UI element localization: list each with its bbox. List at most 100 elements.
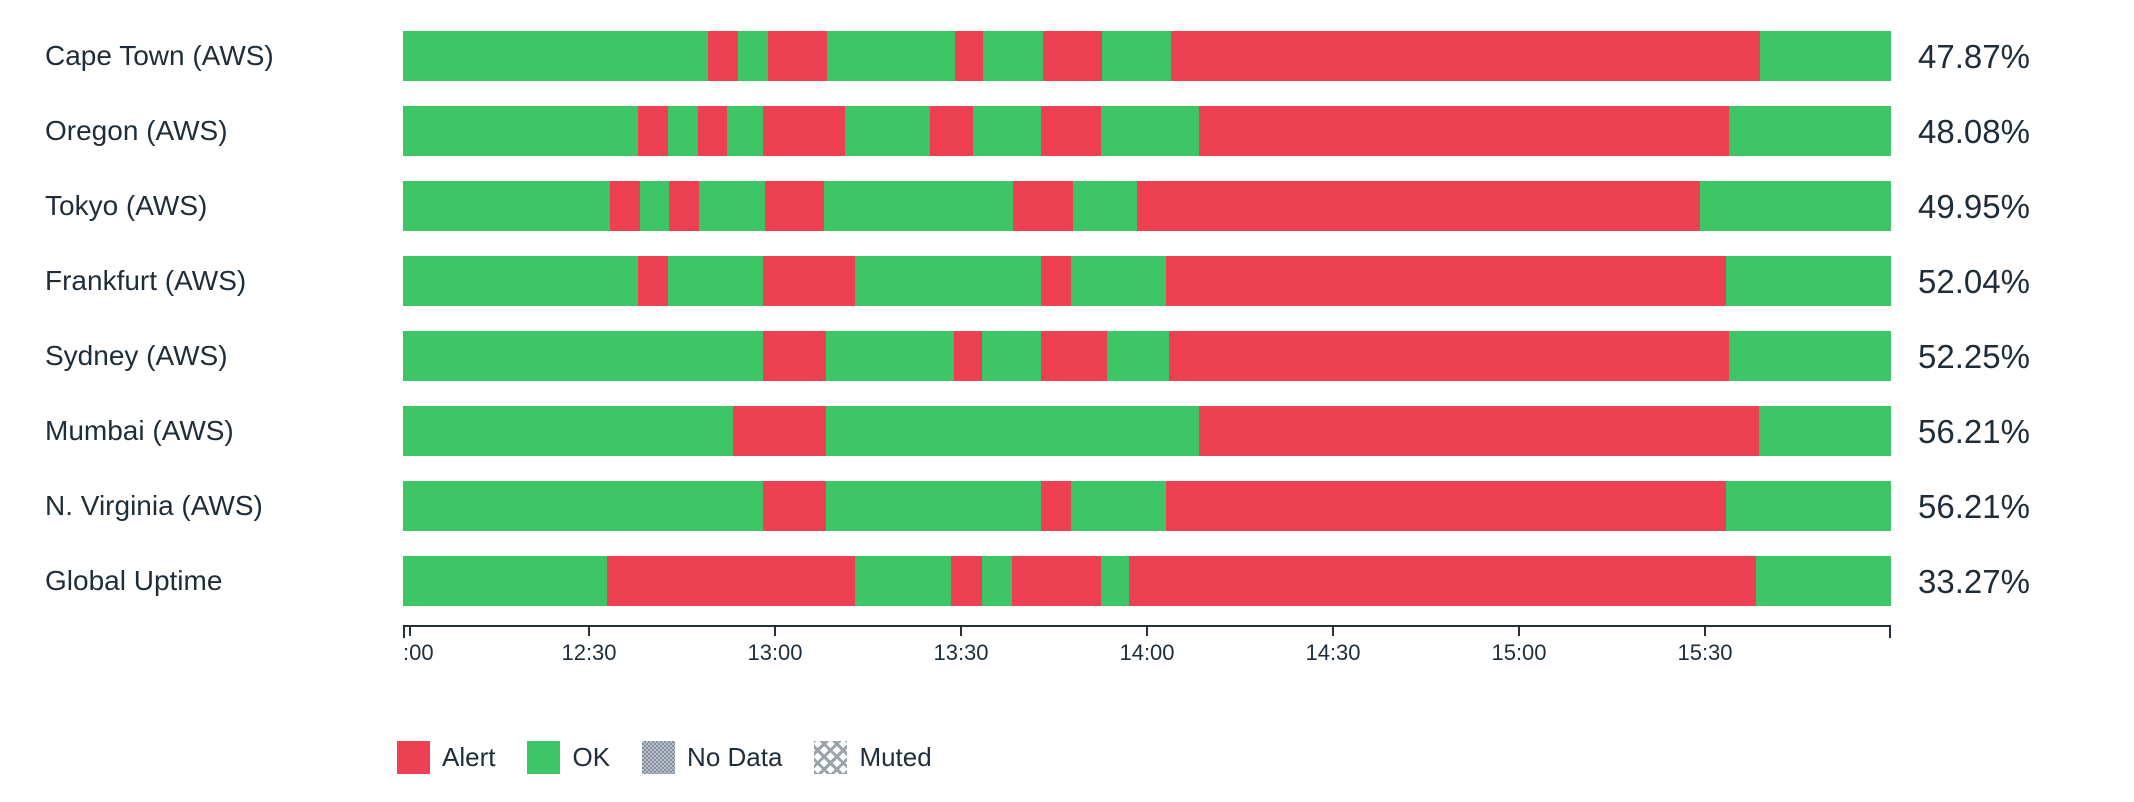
bar-segment-ok[interactable] <box>1728 106 1891 156</box>
bar-segment-ok[interactable] <box>1725 256 1891 306</box>
bar-segment-ok[interactable] <box>844 106 930 156</box>
bar-segment-ok[interactable] <box>1071 256 1167 306</box>
status-bar[interactable] <box>403 406 1891 456</box>
bar-segment-alert[interactable] <box>950 556 982 606</box>
bar-segment-ok[interactable] <box>1755 556 1891 606</box>
bar-segment-ok[interactable] <box>855 556 951 606</box>
bar-segment-ok[interactable] <box>1106 331 1170 381</box>
bar-segment-alert[interactable] <box>669 181 700 231</box>
legend-item-alert[interactable]: Alert <box>397 741 495 774</box>
bar-segment-alert[interactable] <box>763 106 845 156</box>
bar-segment-alert[interactable] <box>1198 106 1729 156</box>
bar-segment-ok[interactable] <box>403 556 607 606</box>
bar-segment-ok[interactable] <box>1071 481 1167 531</box>
bar-segment-alert[interactable] <box>1041 256 1072 306</box>
bar-segment-alert[interactable] <box>1199 406 1759 456</box>
bar-segment-ok[interactable] <box>639 181 670 231</box>
bar-segment-alert[interactable] <box>1013 181 1073 231</box>
status-bar[interactable] <box>403 181 1891 231</box>
legend-item-muted[interactable]: Muted <box>814 741 932 774</box>
bar-segment-ok[interactable] <box>983 31 1043 81</box>
bar-segment-alert[interactable] <box>606 556 856 606</box>
legend-item-no_data[interactable]: No Data <box>642 741 782 774</box>
bar-segment-alert[interactable] <box>1041 331 1107 381</box>
bar-segment-alert[interactable] <box>955 31 984 81</box>
bar-segment-ok[interactable] <box>825 331 954 381</box>
bar-segment-alert[interactable] <box>609 181 640 231</box>
axis-tick-label: 14:30 <box>1305 640 1361 665</box>
bar-segment-alert[interactable] <box>1042 31 1103 81</box>
legend-item-ok[interactable]: OK <box>527 741 610 774</box>
bar-segment-ok[interactable] <box>981 331 1042 381</box>
bar-segment-alert[interactable] <box>763 256 856 306</box>
bar-segment-alert[interactable] <box>638 256 668 306</box>
bar-segment-ok[interactable] <box>403 181 610 231</box>
bar-segment-alert[interactable] <box>1166 481 1726 531</box>
bar-segment-alert[interactable] <box>1170 31 1760 81</box>
bar-segment-alert[interactable] <box>764 181 825 231</box>
uptime-value: 48.08% <box>1918 112 2030 150</box>
status-bar[interactable] <box>403 31 1891 81</box>
bar-segment-alert[interactable] <box>1169 331 1729 381</box>
bar-segment-ok[interactable] <box>1728 331 1891 381</box>
status-bar[interactable] <box>403 556 1891 606</box>
bar-segment-ok[interactable] <box>1072 181 1137 231</box>
bar-segment-alert[interactable] <box>733 406 826 456</box>
bar-segment-ok[interactable] <box>825 406 1200 456</box>
bar-segment-alert[interactable] <box>638 106 668 156</box>
row-label: Tokyo (AWS) <box>45 190 208 221</box>
bar-segment-ok[interactable] <box>1725 481 1891 531</box>
bar-segment-alert[interactable] <box>1136 181 1701 231</box>
legend-label: OK <box>572 742 611 772</box>
bar-segment-alert[interactable] <box>929 106 973 156</box>
bar-segment-ok[interactable] <box>403 106 639 156</box>
bar-segment-ok[interactable] <box>1700 181 1891 231</box>
timeline-row: Oregon (AWS) 48.08% <box>0 106 2134 156</box>
bar-segment-ok[interactable] <box>403 256 639 306</box>
bar-segment-alert[interactable] <box>1166 256 1726 306</box>
bar-segment-alert[interactable] <box>708 31 738 81</box>
row-label: Oregon (AWS) <box>45 115 228 146</box>
status-timeline-chart: Cape Town (AWS) 47.87% Oregon (AWS) 48.08% T… <box>0 31 2134 665</box>
bar-segment-ok[interactable] <box>972 106 1042 156</box>
bar-segment-ok[interactable] <box>727 106 764 156</box>
status-bar[interactable] <box>403 331 1891 381</box>
bar-segment-ok[interactable] <box>1100 556 1130 606</box>
status-bar[interactable] <box>403 481 1891 531</box>
bar-segment-ok[interactable] <box>981 556 1012 606</box>
status-bar[interactable] <box>403 256 1891 306</box>
bar-segment-ok[interactable] <box>667 106 698 156</box>
bar-segment-ok[interactable] <box>824 181 1014 231</box>
bar-segment-ok[interactable] <box>855 256 1042 306</box>
bar-segment-alert[interactable] <box>1041 481 1072 531</box>
bar-segment-alert[interactable] <box>763 331 826 381</box>
bar-segment-alert[interactable] <box>953 331 982 381</box>
bar-segment-ok[interactable] <box>403 31 709 81</box>
bar-segment-ok[interactable] <box>403 331 764 381</box>
axis-tick <box>408 627 411 636</box>
axis-end-cap <box>403 627 405 638</box>
bar-segment-ok[interactable] <box>667 256 764 306</box>
bar-segment-ok[interactable] <box>403 406 734 456</box>
status-bar[interactable] <box>403 106 1891 156</box>
bar-segment-alert[interactable] <box>1011 556 1101 606</box>
bar-segment-ok[interactable] <box>1758 406 1891 456</box>
bar-segment-ok[interactable] <box>1102 31 1171 81</box>
bar-segment-ok[interactable] <box>737 31 768 81</box>
axis-end-cap <box>1889 627 1891 638</box>
legend-swatch-muted-icon <box>814 741 848 774</box>
bar-segment-ok[interactable] <box>1100 106 1199 156</box>
bar-segment-ok[interactable] <box>403 481 764 531</box>
axis-tick-label: 15:30 <box>1677 640 1733 665</box>
bar-segment-ok[interactable] <box>699 181 765 231</box>
bar-segment-alert[interactable] <box>763 481 826 531</box>
uptime-value: 56.21% <box>1918 412 2030 450</box>
bar-segment-ok[interactable] <box>825 481 1042 531</box>
bar-segment-ok[interactable] <box>1759 31 1891 81</box>
bar-segment-alert[interactable] <box>767 31 828 81</box>
bar-segment-alert[interactable] <box>1129 556 1756 606</box>
uptime-value: 47.87% <box>1918 37 2030 75</box>
bar-segment-ok[interactable] <box>827 31 955 81</box>
bar-segment-alert[interactable] <box>697 106 728 156</box>
bar-segment-alert[interactable] <box>1041 106 1101 156</box>
